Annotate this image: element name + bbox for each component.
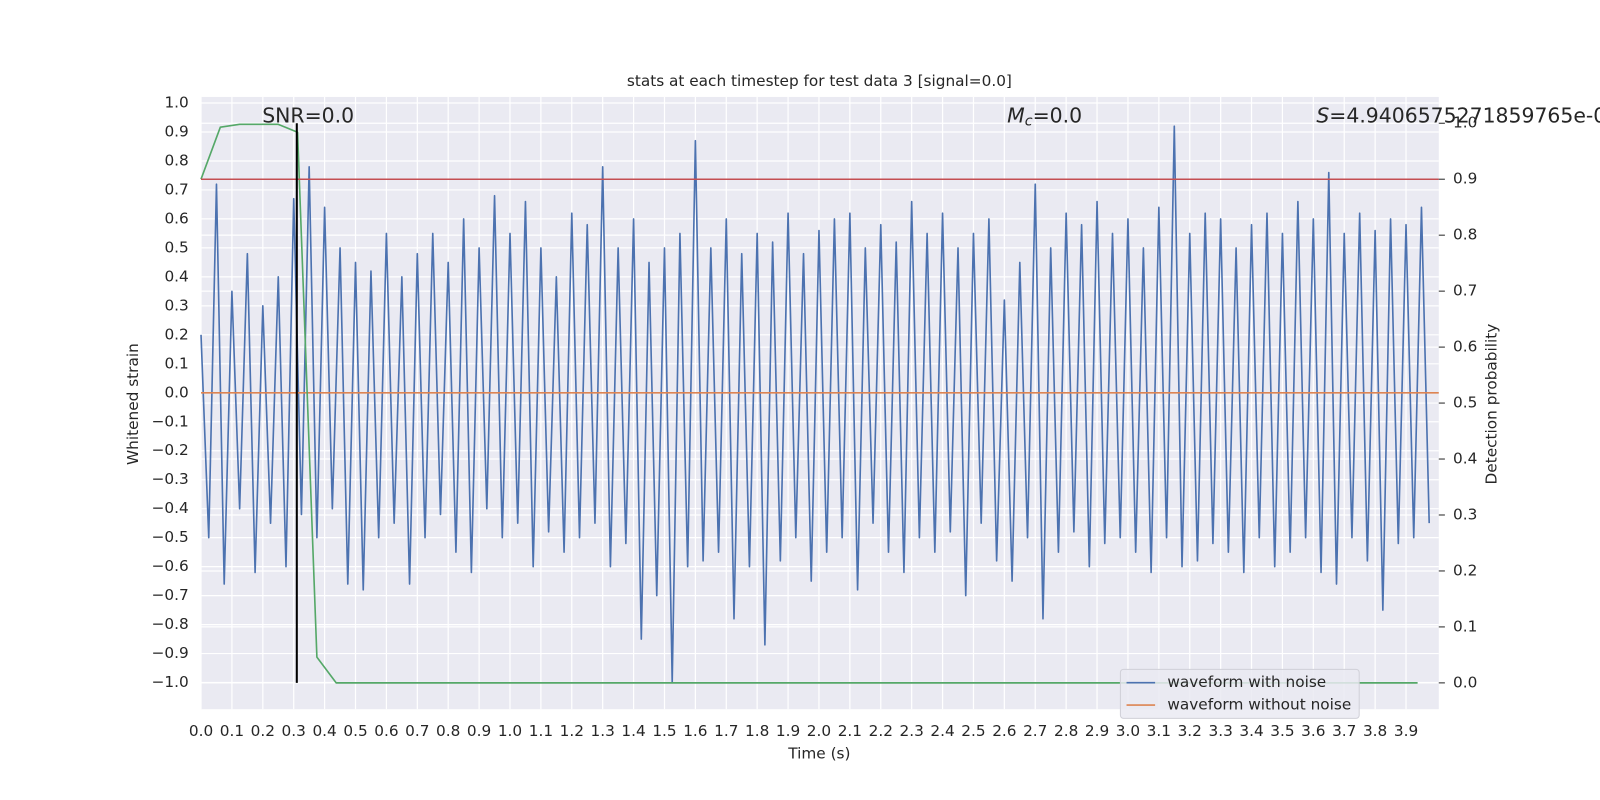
y-tick-label: 0.7 — [164, 180, 188, 198]
data-line — [200, 125, 1431, 684]
y-tick-label: −0.5 — [152, 528, 189, 546]
y2-tick-label: 0.5 — [1453, 394, 1477, 412]
labels: 0.0 0.1 0.2 0.3 0.4 0.5 0.6 0.7 0.8 0.9 1.0 1.1 1.2 1… — [152, 94, 1478, 741]
y-tick-label: 0.6 — [164, 209, 188, 227]
x-tick-label: 1.8 — [745, 722, 769, 740]
x-tick-label: 2.9 — [1085, 722, 1109, 740]
x-tick-label: 3.0 — [1116, 722, 1140, 740]
x-tick-label: 1.0 — [498, 722, 522, 740]
y2-axis-label: Detection probability — [1482, 324, 1500, 485]
y2-tick-label: 0.2 — [1453, 561, 1477, 579]
x-tick-label: 1.1 — [529, 722, 553, 740]
y-tick-label: −0.4 — [152, 499, 189, 517]
x-tick-label: 2.8 — [1054, 722, 1078, 740]
annotation-symbol: S — [1316, 103, 1329, 127]
x-tick-label: 0.4 — [312, 722, 336, 740]
x-tick-label: 3.4 — [1239, 722, 1263, 740]
y-tick-label: −0.2 — [152, 441, 189, 459]
y-tick-label: 0.3 — [164, 296, 188, 314]
annotation-text: =0.0 — [1033, 103, 1083, 127]
x-tick-label: 0.8 — [436, 722, 460, 740]
y-tick-label: 0.5 — [164, 238, 188, 256]
x-tick-label: 2.4 — [930, 722, 954, 740]
x-tick-label: 0.7 — [405, 722, 429, 740]
chart-title: stats at each timestep for test data 3 [… — [627, 72, 1012, 90]
x-tick-label: 2.5 — [961, 722, 985, 740]
legend-label: waveform with noise — [1167, 673, 1326, 691]
x-tick-label: 2.6 — [992, 722, 1016, 740]
x-tick-label: 1.5 — [652, 722, 676, 740]
x-tick-label: 0.5 — [343, 722, 367, 740]
x-tick-label: 1.7 — [714, 722, 738, 740]
legend: waveform with noise waveform without nois… — [1119, 668, 1360, 719]
annotation-text: =4.9406575271859765e-0 — [1329, 103, 1600, 127]
y-tick-label: 0.8 — [164, 151, 188, 169]
x-tick-label: 1.6 — [683, 722, 707, 740]
x-tick-label: 3.7 — [1332, 722, 1356, 740]
y2-tick-label: 1.0 — [1453, 114, 1477, 132]
x-tick-label: 1.2 — [560, 722, 584, 740]
y-tick-label: −0.1 — [152, 412, 189, 430]
grid — [200, 96, 1439, 710]
x-tick-label: 2.2 — [869, 722, 893, 740]
x-tick-label: 3.8 — [1363, 722, 1387, 740]
y-tick-label: 0.9 — [164, 122, 188, 140]
y2-tick-label: 0.1 — [1453, 617, 1477, 635]
x-tick-label: 2.7 — [1023, 722, 1047, 740]
y-tick-label: 0.2 — [164, 325, 188, 343]
y2-tick-label: 0.0 — [1453, 673, 1477, 691]
y2-tick-label: 0.3 — [1453, 505, 1477, 523]
x-tick-label: 3.9 — [1394, 722, 1418, 740]
x-tick-label: 1.3 — [591, 722, 615, 740]
y-tick-label: −0.8 — [152, 615, 189, 633]
legend-label: waveform without noise — [1167, 696, 1351, 714]
x-tick-label: 3.3 — [1208, 722, 1232, 740]
x-tick-label: 3.1 — [1147, 722, 1171, 740]
x-tick-label: 1.9 — [776, 722, 800, 740]
x-tick-label: 0.9 — [467, 722, 491, 740]
x-tick-label: 0.0 — [189, 722, 213, 740]
x-tick-label: 0.1 — [220, 722, 244, 740]
x-tick-label: 3.5 — [1270, 722, 1294, 740]
annotation-symbol: M — [1007, 103, 1025, 127]
x-axis-label: Time (s) — [787, 745, 850, 763]
y2-tick-label: 0.9 — [1453, 170, 1477, 188]
y-axis-label: Whitened strain — [124, 343, 142, 465]
x-tick-label: 2.1 — [838, 722, 862, 740]
y-tick-label: −0.7 — [152, 586, 189, 604]
y-tick-label: 0.1 — [164, 354, 188, 372]
x-tick-label: 1.4 — [621, 722, 645, 740]
y-tick-label: −0.9 — [152, 644, 189, 662]
y2-tick-label: 0.7 — [1453, 282, 1477, 300]
y2-tick-label: 0.8 — [1453, 226, 1477, 244]
y-tick-label: 0.0 — [164, 383, 188, 401]
annotation-subscript: c — [1025, 113, 1033, 129]
x-tick-label: 0.2 — [251, 722, 275, 740]
x-tick-label: 2.0 — [807, 722, 831, 740]
y-tick-label: −0.6 — [152, 557, 189, 575]
y2-tick-label: 0.6 — [1453, 338, 1477, 356]
annotation: S=4.9406575271859765e-0 — [1316, 103, 1600, 127]
x-tick-label: 0.6 — [374, 722, 398, 740]
annotation: SNR=0.0 — [262, 103, 354, 127]
x-tick-label: 3.6 — [1301, 722, 1325, 740]
x-tick-label: 2.3 — [899, 722, 923, 740]
x-tick-label: 3.2 — [1178, 722, 1202, 740]
x-tick-label: 0.3 — [282, 722, 306, 740]
legend-box — [1119, 668, 1360, 719]
y2-tick-label: 0.4 — [1453, 450, 1477, 468]
y-tick-label: −1.0 — [152, 673, 189, 691]
y-tick-label: −0.3 — [152, 470, 189, 488]
annotation: Mc=0.0 — [1007, 103, 1082, 129]
y-tick-label: 0.4 — [164, 267, 188, 285]
y-tick-label: 1.0 — [164, 94, 188, 112]
